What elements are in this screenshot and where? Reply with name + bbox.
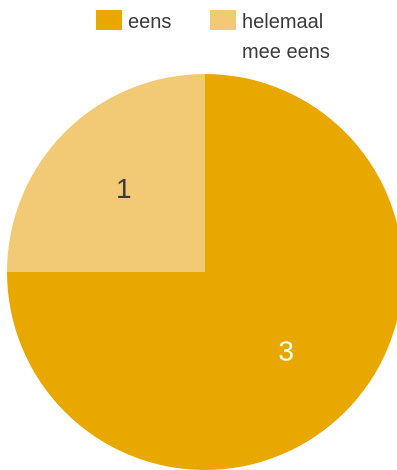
pie-slice-label-helemaal-mee-eens: 1 [116, 173, 132, 204]
legend-item-eens: eens [96, 10, 171, 33]
legend-item-helemaal-mee-eens: helemaal mee eens [210, 10, 330, 63]
legend-label-helemaal-mee-eens-line2: mee eens [242, 41, 330, 63]
legend-label-helemaal-mee-eens: helemaal [242, 11, 323, 33]
pie-slice-helemaal-mee-eens [7, 74, 205, 272]
pie-slice-eens [7, 74, 397, 470]
pie-slice-label-eens: 3 [278, 336, 294, 367]
pie: 31 [7, 74, 397, 470]
legend: eens helemaal mee eens [96, 10, 330, 63]
legend-swatch-eens [96, 10, 122, 30]
legend-swatch-helemaal-mee-eens [210, 10, 236, 30]
legend-label-eens: eens [128, 11, 171, 33]
